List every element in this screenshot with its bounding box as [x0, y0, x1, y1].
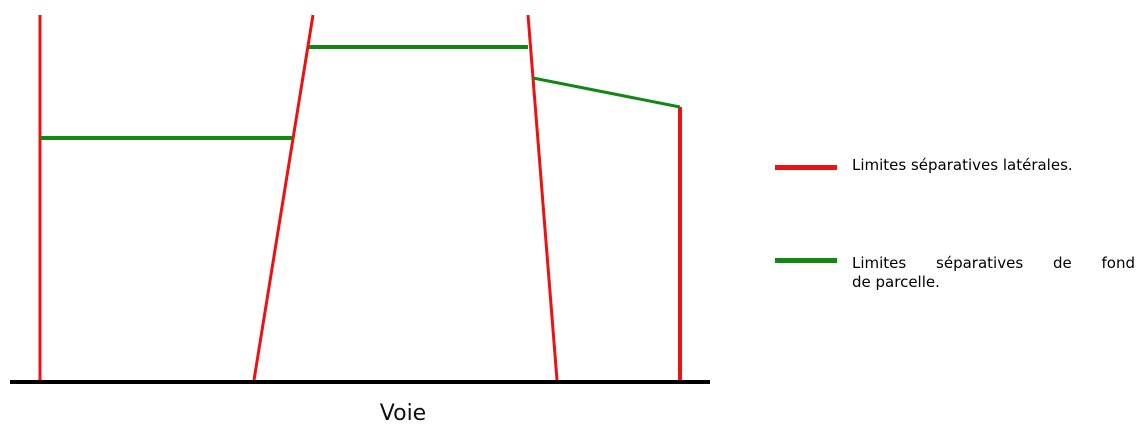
lateral-boundary-3 [528, 15, 557, 380]
legend-label-back: Limites séparatives de fond de parcelle. [852, 254, 1135, 292]
lateral-boundary-2 [254, 15, 313, 380]
back-boundary-3 [533, 78, 680, 107]
legend-item-back: Limites séparatives de fond de parcelle. [775, 210, 1135, 270]
road-label: Voie [380, 401, 426, 426]
legend-label-lateral: Limites séparatives latérales. [852, 156, 1135, 175]
legend-swatch-red [775, 165, 837, 170]
legend-label-back-line2: de parcelle. [852, 273, 1135, 292]
legend: Limites séparatives latérales. Limites s… [775, 150, 1135, 270]
legend-label-back-line1: Limites séparatives de fond [852, 254, 1135, 273]
legend-swatch-green [775, 258, 837, 263]
legend-item-lateral: Limites séparatives latérales. [775, 150, 1135, 210]
